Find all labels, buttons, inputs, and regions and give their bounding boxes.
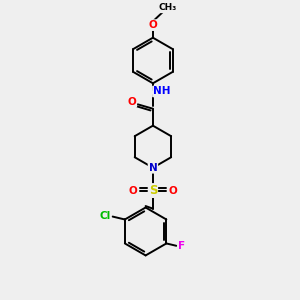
Text: NH: NH <box>153 86 170 97</box>
Text: F: F <box>178 242 185 251</box>
Text: O: O <box>128 97 136 107</box>
Text: Cl: Cl <box>99 211 111 221</box>
Text: CH₃: CH₃ <box>159 3 177 12</box>
Text: O: O <box>168 185 177 196</box>
Text: N: N <box>148 163 157 173</box>
Text: O: O <box>148 20 157 30</box>
Text: S: S <box>149 184 157 197</box>
Text: O: O <box>129 185 137 196</box>
